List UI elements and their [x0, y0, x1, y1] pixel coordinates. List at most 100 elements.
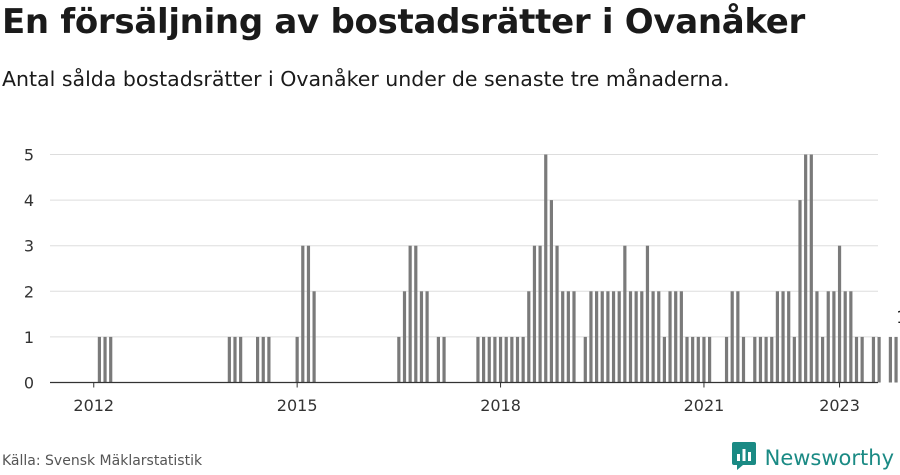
bar: [408, 245, 412, 383]
bar: [436, 336, 440, 383]
bar: [397, 336, 401, 383]
bar: [589, 291, 593, 383]
bar: [482, 336, 486, 383]
bar: [668, 291, 672, 383]
bar: [544, 154, 548, 383]
bar: [860, 336, 864, 383]
bar: [730, 291, 734, 383]
bar: [261, 336, 265, 383]
x-tick-label: 2015: [277, 396, 318, 415]
brand-name: Newsworthy: [764, 446, 894, 470]
bar: [239, 336, 243, 383]
bar: [425, 291, 429, 383]
x-tick-label: 2012: [73, 396, 114, 415]
y-tick-label: 1: [24, 328, 34, 347]
bar: [419, 291, 424, 383]
bar: [606, 291, 610, 383]
bar: [233, 336, 237, 383]
bar: [651, 291, 655, 383]
bar: [306, 245, 311, 383]
bar: [256, 336, 260, 383]
bar: [109, 336, 113, 383]
y-gridlines: [50, 154, 878, 338]
bar: [753, 336, 757, 383]
bar: [600, 291, 604, 383]
y-tick-label: 0: [24, 374, 34, 393]
bar: [566, 291, 570, 383]
bar: [515, 336, 520, 383]
bar: [617, 291, 621, 383]
bar: [538, 245, 542, 383]
bar: [103, 336, 107, 383]
bar: [498, 336, 503, 383]
bar: [775, 291, 779, 383]
bar: [787, 291, 791, 383]
bar: [532, 245, 537, 383]
bar: [849, 291, 853, 383]
bar: [414, 245, 418, 383]
bar: [877, 336, 881, 383]
bar: [628, 291, 633, 383]
bar: [301, 245, 305, 383]
bar: [640, 291, 644, 383]
bar: [741, 336, 746, 383]
bar: [758, 336, 763, 383]
highlight-data-label: 1: [896, 308, 900, 328]
bar: [227, 336, 231, 383]
bar: [657, 291, 661, 383]
bar: [267, 336, 271, 383]
bar: [549, 200, 553, 383]
bar: [295, 336, 299, 383]
bar: [708, 336, 712, 383]
bar: [674, 291, 678, 383]
x-tick-label: 2018: [480, 396, 521, 415]
bar: [402, 291, 407, 383]
bar: [702, 336, 706, 383]
bar: [555, 245, 559, 383]
y-axis-tick-labels: 0 1 2 3 4 5: [24, 146, 34, 393]
bar: [843, 291, 847, 383]
bar: [97, 336, 101, 383]
x-axis-ticks: 2012 2015 2018 2021 2023: [73, 382, 860, 415]
bar: [815, 291, 819, 383]
bar: [821, 336, 825, 383]
x-tick-label: 2023: [819, 396, 860, 415]
chart-subtitle: Antal sålda bostadsrätter i Ovanåker und…: [2, 67, 730, 91]
source-credit: Källa: Svensk Mäklarstatistik: [2, 453, 203, 469]
bar: [527, 291, 531, 383]
bar: [837, 245, 842, 383]
bar: [888, 336, 892, 383]
bar: [662, 336, 666, 383]
bar: [634, 291, 638, 383]
bar: [826, 291, 830, 383]
chart-bars: [97, 154, 898, 383]
bar: [809, 154, 813, 383]
bar: [645, 245, 650, 383]
brand-logo[interactable]: Newsworthy: [731, 441, 894, 475]
bar: [595, 291, 599, 383]
bar: [623, 245, 627, 383]
bar: [894, 336, 898, 383]
bar: [736, 291, 740, 383]
bar: [685, 336, 689, 383]
bar: [312, 291, 316, 383]
bar: [804, 154, 808, 383]
bar: [504, 336, 508, 383]
bar: [854, 336, 859, 383]
bar: [583, 336, 587, 383]
bar: [493, 336, 497, 383]
bar: [476, 336, 480, 383]
bar: [871, 336, 876, 383]
bar: [691, 336, 695, 383]
bar: [442, 336, 446, 383]
bar: [572, 291, 576, 383]
bar: [611, 291, 616, 383]
bar: [510, 336, 514, 383]
bar: [798, 200, 802, 383]
bar: [770, 336, 774, 383]
bar: [521, 336, 525, 383]
y-tick-label: 2: [24, 282, 34, 301]
bar: [696, 336, 700, 383]
y-tick-label: 4: [24, 191, 34, 210]
